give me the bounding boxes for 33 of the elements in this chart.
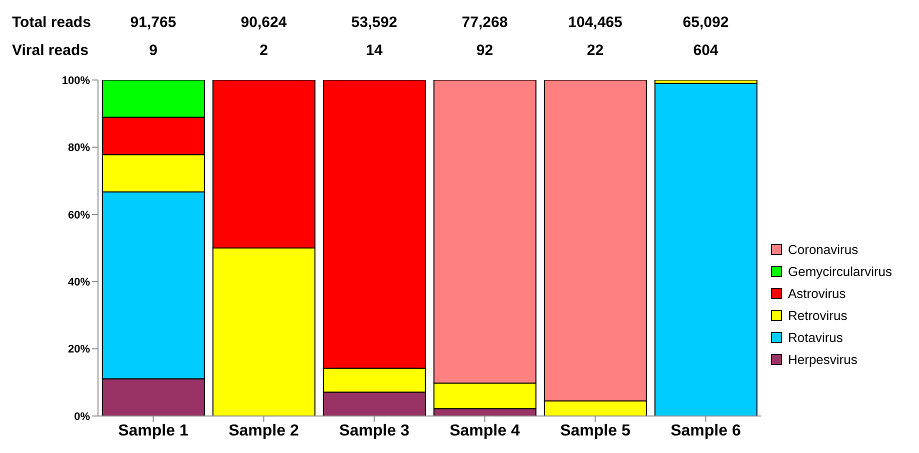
x-tick-label: Sample 6	[670, 422, 741, 440]
y-tick-label: 60%	[68, 209, 90, 222]
text: 9	[148, 42, 158, 59]
y-tick-label: 0%	[74, 410, 90, 423]
x-tick-label: Sample 5	[560, 422, 630, 440]
text: 2	[258, 42, 269, 59]
y-tick-label: 40%	[68, 276, 90, 289]
x-tick-label: Sample 4	[450, 422, 520, 440]
text: 604	[692, 42, 720, 59]
legend-label: Coronavirus	[788, 242, 858, 256]
text: 92	[475, 42, 494, 59]
text: 14	[364, 42, 384, 59]
y-tick-label: 100%	[62, 74, 90, 87]
text: 77,268	[460, 14, 509, 31]
legend-label: Herpesvirus	[788, 352, 858, 366]
legend-label: Astrovirus	[788, 286, 846, 300]
text: 53,592	[350, 14, 398, 31]
x-tick-label: Sample 3	[339, 422, 410, 440]
x-tick-label: Sample 1	[118, 422, 188, 440]
text: 104,465	[567, 14, 624, 31]
text: Total reads	[12, 14, 91, 31]
y-tick-label: 80%	[68, 142, 90, 154]
text: 90,624	[240, 14, 288, 31]
y-tick-label: 20%	[68, 344, 90, 356]
legend-label: Rotavirus	[788, 330, 843, 344]
text: 65,092	[682, 14, 730, 31]
legend-label: Gemycircularvirus	[788, 264, 892, 278]
text: Viral reads	[12, 42, 88, 59]
x-tick-label: Sample 2	[228, 422, 299, 440]
bar	[654, 82, 758, 416]
text: 22	[586, 42, 605, 59]
legend-label: Retrovirus	[788, 308, 848, 322]
text: 91,765	[129, 14, 178, 31]
